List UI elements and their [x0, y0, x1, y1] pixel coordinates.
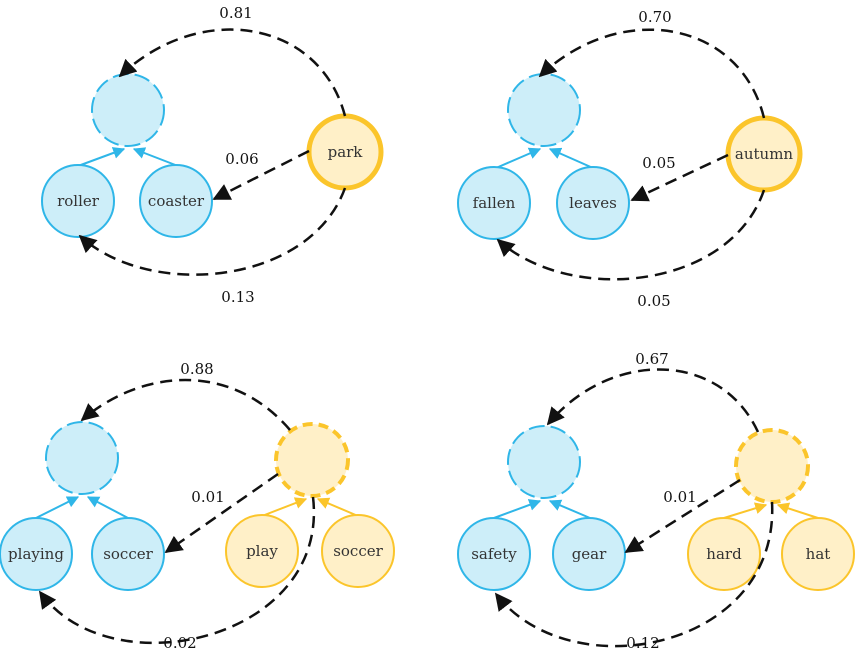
target-phrase-node	[91, 73, 165, 147]
compose-edge-second	[132, 147, 179, 167]
attention-weight: 0.70	[638, 8, 671, 26]
attention-weight: 0.13	[221, 288, 254, 306]
target-word-label: safety	[471, 545, 517, 563]
target-word-label: soccer	[103, 545, 153, 563]
compose-edge-first	[77, 147, 126, 167]
target-word-node	[457, 166, 531, 240]
panel-play-soccer: playing soccer play soccer 0.88 0.01 0.0…	[0, 360, 395, 652]
attention-weight: 0.01	[663, 488, 696, 506]
attention-edge-to-phrase	[118, 28, 347, 117]
attention-weight: 0.88	[180, 360, 213, 378]
attention-weight: 0.12	[626, 634, 659, 652]
attention-weight: 0.67	[635, 350, 668, 368]
target-word-node	[457, 517, 531, 591]
compose-edge-first	[495, 147, 542, 169]
target-word-node	[139, 164, 213, 238]
source-word-label: hard	[706, 545, 742, 563]
compose-edge-second	[548, 499, 591, 519]
compose-edge-first	[261, 497, 308, 517]
target-word-node	[91, 517, 165, 591]
attention-weight: 0.02	[163, 634, 196, 652]
compose-edge-second	[548, 147, 594, 169]
source-word-node	[321, 514, 395, 588]
attention-edge-to-second	[624, 478, 741, 554]
panel-park: roller coaster park 0.81 0.06 0.13	[41, 4, 384, 306]
attention-weight: 0.01	[191, 488, 224, 506]
target-word-node	[552, 517, 626, 591]
attention-weight: 0.06	[225, 150, 258, 168]
target-phrase-node	[507, 73, 581, 147]
attention-edge-to-phrase	[80, 378, 291, 431]
attention-edge-to-phrase	[546, 368, 760, 433]
source-word-label: soccer	[333, 542, 383, 560]
attention-edge-to-first	[494, 501, 774, 648]
attention-edge-to-phrase	[538, 28, 766, 119]
target-word-node	[41, 164, 115, 238]
compose-edge-first	[35, 496, 80, 519]
target-phrase-node	[507, 425, 581, 499]
attention-edge-to-first	[38, 496, 316, 645]
compose-edge-second	[316, 497, 359, 517]
target-word-node	[0, 517, 73, 591]
compose-edge-second	[776, 502, 819, 519]
attention-weight: 0.81	[219, 4, 252, 22]
target-word-label: coaster	[148, 192, 205, 210]
source-word-label: hat	[806, 545, 831, 563]
target-word-node	[556, 166, 630, 240]
source-word-node	[225, 514, 299, 588]
source-phrase-node	[274, 422, 350, 498]
source-word-label: play	[246, 542, 278, 560]
source-word-label: autumn	[735, 145, 794, 163]
compose-edge-second	[86, 496, 129, 519]
panel-autumn: fallen leaves autumn 0.70 0.05 0.05	[457, 8, 803, 310]
source-word-label: park	[328, 143, 364, 161]
source-word-node	[687, 517, 761, 591]
compose-edge-first	[723, 502, 768, 519]
compose-edge-first	[493, 499, 542, 519]
target-word-label: gear	[572, 545, 607, 563]
attention-edge-to-first	[496, 189, 766, 281]
attention-weight: 0.05	[642, 154, 675, 172]
target-phrase-node	[45, 421, 119, 495]
attention-weight: 0.05	[637, 292, 670, 310]
target-word-label: fallen	[473, 194, 516, 212]
panel-hard-hat: safety gear hard hat 0.67 0.01 0.12	[457, 350, 855, 652]
target-word-label: roller	[57, 192, 100, 210]
target-word-label: playing	[8, 545, 64, 563]
source-word-node	[781, 517, 855, 591]
target-word-label: leaves	[569, 194, 617, 212]
source-phrase-node	[734, 428, 810, 504]
attention-edge-to-second	[164, 472, 279, 554]
attention-edge-to-first	[78, 187, 347, 276]
